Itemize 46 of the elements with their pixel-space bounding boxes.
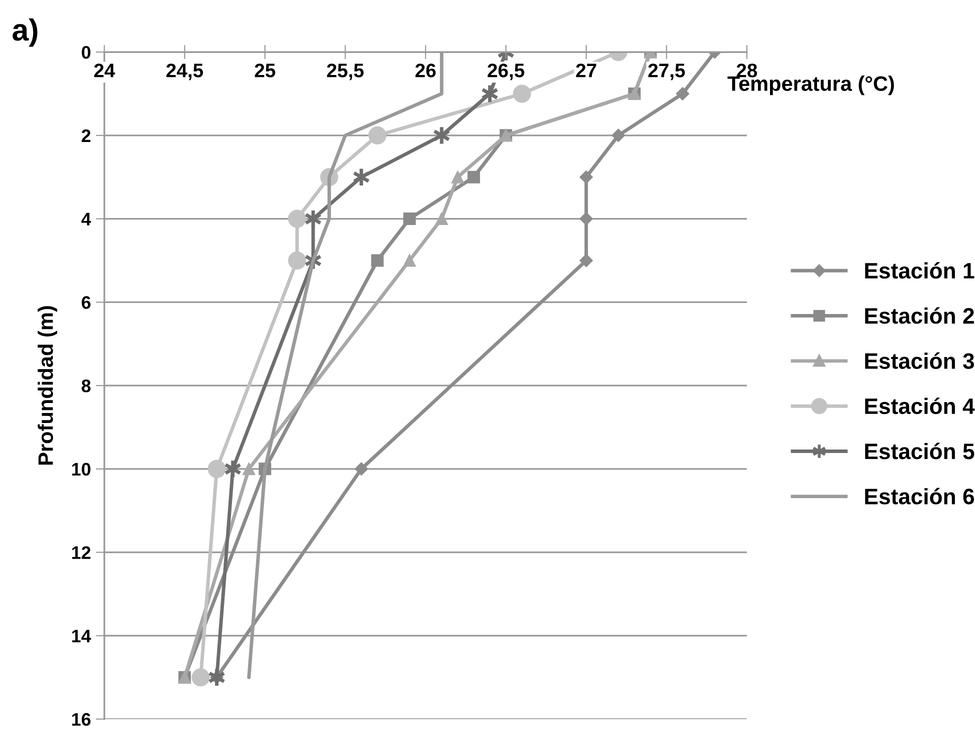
legend-label: Estación 1 [865, 262, 974, 279]
point [192, 668, 210, 686]
y-tick-label: 8 [82, 379, 91, 392]
point [242, 462, 256, 476]
point [580, 212, 593, 226]
x-tick-label: 25,5 [327, 64, 364, 80]
text: a) [12, 18, 38, 47]
point [368, 126, 386, 144]
y-tick-label: 2 [82, 129, 90, 142]
y-tick-label: 6 [82, 296, 90, 309]
point [580, 254, 593, 268]
y-tick-label: 10 [72, 462, 90, 476]
point [403, 212, 416, 226]
x-tick-label: 26,5 [488, 64, 524, 80]
y-tick-label: 0 [82, 46, 90, 59]
point [676, 87, 690, 100]
x-tick-label: 24,5 [166, 64, 204, 80]
point [288, 251, 306, 270]
x-tick-label: 24 [94, 64, 116, 78]
point [468, 170, 480, 184]
legend-label: Estación 6 [865, 488, 974, 504]
point [512, 84, 531, 103]
x-tick-label: 28 [736, 64, 758, 78]
y-tick-label: 12 [72, 546, 90, 559]
x-tick-label: 27,5 [648, 64, 685, 80]
legend-label: Estación 3 [865, 352, 974, 369]
y-tick-label: 16 [72, 713, 90, 726]
x-tick-label: 26 [415, 64, 436, 78]
x-tick-label: 27 [576, 64, 596, 78]
y-tick-label: 14 [72, 630, 92, 642]
x-tick-label: 25 [254, 64, 276, 78]
x-axis-title: Temperatura (°C) [727, 76, 894, 96]
point [354, 462, 368, 476]
point [580, 170, 593, 184]
point [612, 128, 625, 142]
point [403, 254, 416, 267]
point [371, 254, 384, 267]
point [435, 212, 448, 226]
legend-label: Estación 4 [865, 398, 975, 414]
point [288, 210, 306, 228]
legend-label: Estación 2 [865, 307, 974, 324]
point [208, 460, 226, 478]
legend-label: Estación 5 [865, 442, 974, 460]
y-axis-title: Profundidad (m) [38, 306, 58, 465]
y-tick-label: 4 [81, 212, 92, 226]
point [451, 170, 464, 184]
